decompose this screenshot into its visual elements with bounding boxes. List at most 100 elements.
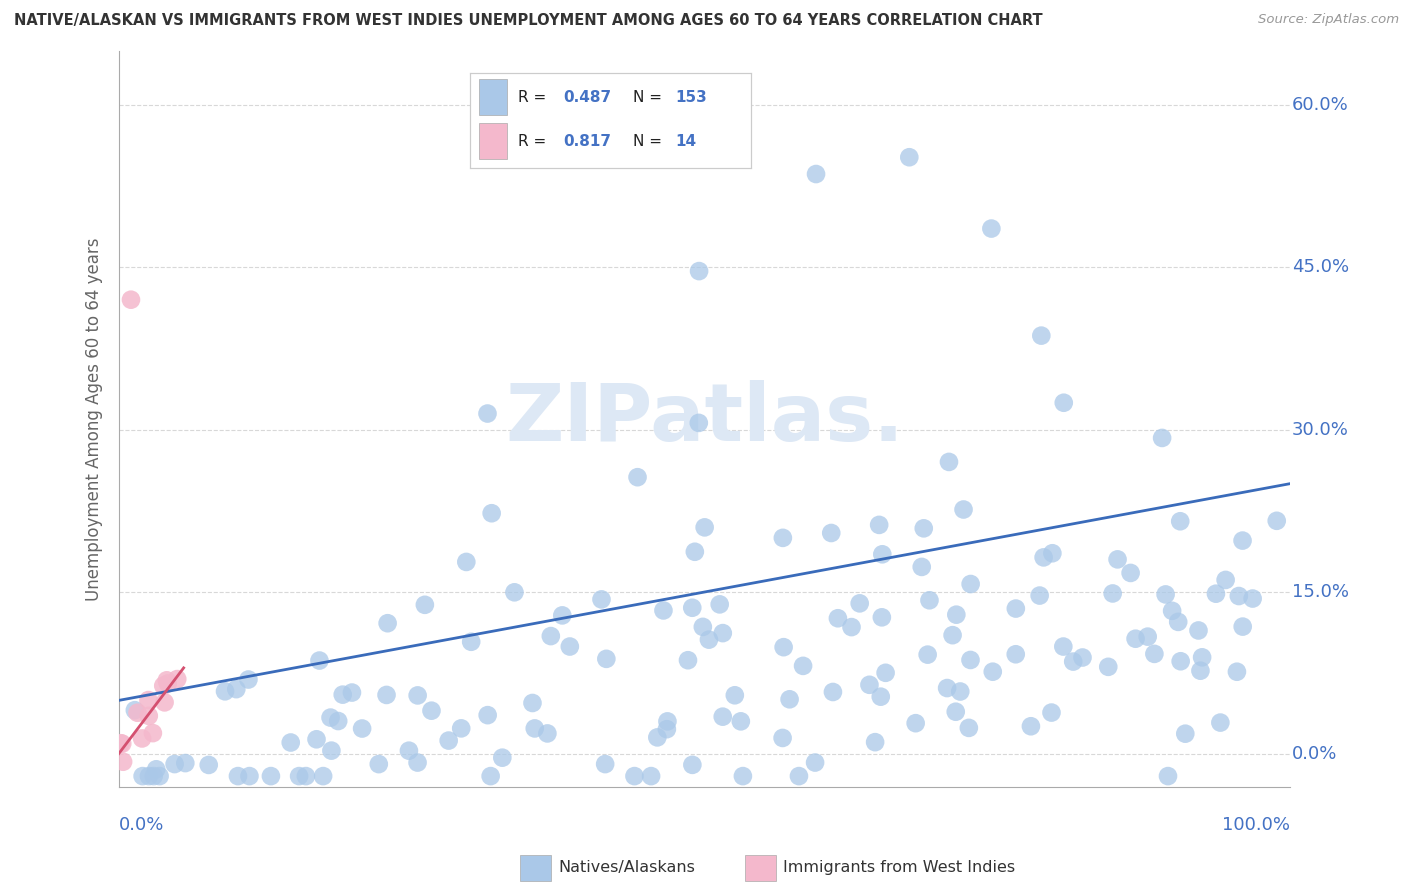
- Point: [591, 592, 613, 607]
- Text: 60.0%: 60.0%: [1292, 95, 1348, 114]
- Text: 15.0%: 15.0%: [1292, 583, 1348, 601]
- Point: [981, 665, 1004, 679]
- Point: [655, 722, 678, 736]
- Point: [917, 648, 939, 662]
- Point: [1032, 550, 1054, 565]
- Point: [1232, 619, 1254, 633]
- Point: [1143, 647, 1166, 661]
- Point: [936, 681, 959, 695]
- Point: [536, 726, 558, 740]
- Point: [772, 531, 794, 545]
- Point: [503, 585, 526, 599]
- Point: [1040, 706, 1063, 720]
- Point: [112, 755, 135, 769]
- Point: [1101, 586, 1123, 600]
- Point: [312, 769, 335, 783]
- Point: [1170, 654, 1192, 668]
- Point: [375, 688, 398, 702]
- Point: [875, 665, 897, 680]
- Point: [138, 769, 160, 783]
- Point: [918, 593, 941, 607]
- Point: [1265, 514, 1288, 528]
- Point: [238, 673, 260, 687]
- Point: [1168, 514, 1191, 528]
- Point: [142, 769, 165, 783]
- Point: [156, 673, 179, 688]
- Point: [730, 714, 752, 729]
- Point: [1052, 640, 1074, 654]
- Point: [681, 757, 703, 772]
- Point: [558, 640, 581, 654]
- Point: [340, 685, 363, 699]
- Point: [138, 693, 160, 707]
- Point: [870, 610, 893, 624]
- Point: [1071, 650, 1094, 665]
- Point: [406, 689, 429, 703]
- Point: [772, 640, 794, 655]
- Text: 0.0%: 0.0%: [1292, 746, 1337, 764]
- Point: [898, 150, 921, 164]
- Point: [724, 688, 747, 702]
- Point: [792, 658, 814, 673]
- Point: [1167, 615, 1189, 629]
- Point: [321, 744, 343, 758]
- Point: [1004, 601, 1026, 615]
- Point: [772, 731, 794, 745]
- Point: [288, 769, 311, 783]
- Point: [1154, 587, 1177, 601]
- Point: [152, 679, 174, 693]
- Point: [197, 758, 219, 772]
- Point: [683, 545, 706, 559]
- Point: [142, 726, 165, 740]
- Point: [841, 620, 863, 634]
- Point: [709, 598, 731, 612]
- Point: [1152, 431, 1174, 445]
- Point: [1031, 328, 1053, 343]
- Point: [640, 769, 662, 783]
- Point: [1136, 630, 1159, 644]
- Point: [1189, 664, 1212, 678]
- Point: [869, 690, 891, 704]
- Point: [1125, 632, 1147, 646]
- Text: NATIVE/ALASKAN VS IMMIGRANTS FROM WEST INDIES UNEMPLOYMENT AMONG AGES 60 TO 64 Y: NATIVE/ALASKAN VS IMMIGRANTS FROM WEST I…: [14, 13, 1043, 29]
- Point: [1187, 624, 1209, 638]
- Text: Immigrants from West Indies: Immigrants from West Indies: [783, 861, 1015, 875]
- Text: 100.0%: 100.0%: [1222, 816, 1289, 834]
- Point: [1232, 533, 1254, 548]
- Point: [593, 757, 616, 772]
- Point: [305, 732, 328, 747]
- Point: [1227, 589, 1250, 603]
- Point: [904, 716, 927, 731]
- Point: [959, 577, 981, 591]
- Point: [127, 706, 149, 720]
- Point: [166, 672, 188, 686]
- Text: 0.0%: 0.0%: [120, 816, 165, 834]
- Point: [676, 653, 699, 667]
- Point: [697, 632, 720, 647]
- Point: [1019, 719, 1042, 733]
- Point: [595, 652, 617, 666]
- Point: [214, 684, 236, 698]
- Point: [280, 735, 302, 749]
- Point: [863, 735, 886, 749]
- Point: [413, 598, 436, 612]
- Text: 45.0%: 45.0%: [1292, 258, 1348, 277]
- Point: [406, 756, 429, 770]
- Text: Natives/Alaskans: Natives/Alaskans: [558, 861, 695, 875]
- Point: [460, 634, 482, 648]
- Point: [456, 555, 478, 569]
- Point: [523, 722, 546, 736]
- Point: [377, 616, 399, 631]
- Point: [1174, 727, 1197, 741]
- Point: [1053, 396, 1076, 410]
- Point: [1215, 573, 1237, 587]
- Point: [156, 676, 179, 690]
- Point: [911, 560, 934, 574]
- Point: [479, 769, 502, 783]
- Point: [827, 611, 849, 625]
- Point: [163, 757, 186, 772]
- Point: [225, 682, 247, 697]
- Point: [1004, 647, 1026, 661]
- Point: [1040, 546, 1063, 560]
- Point: [131, 769, 153, 783]
